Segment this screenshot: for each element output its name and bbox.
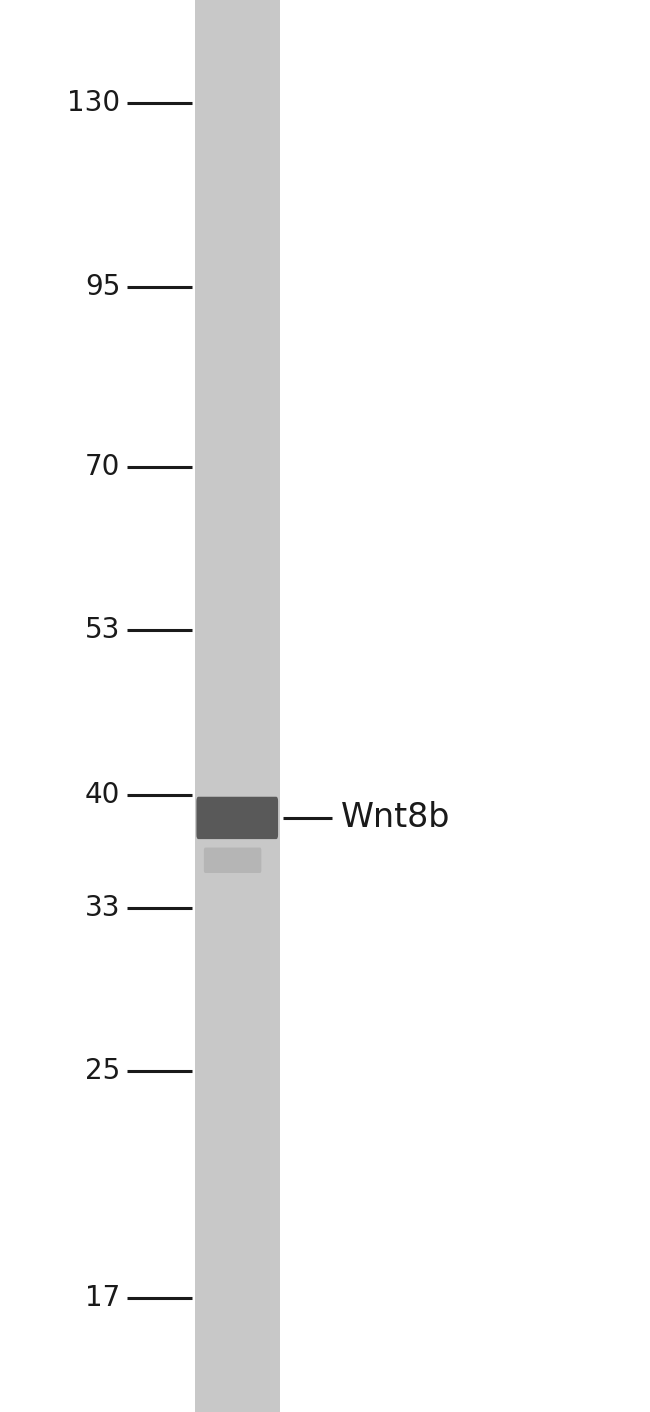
Text: 95: 95	[85, 274, 120, 302]
Text: 25: 25	[85, 1058, 120, 1086]
Text: 70: 70	[85, 453, 120, 481]
FancyBboxPatch shape	[204, 847, 261, 873]
Text: 33: 33	[84, 894, 120, 922]
Text: 40: 40	[85, 781, 120, 809]
Text: 17: 17	[85, 1284, 120, 1312]
Text: 130: 130	[67, 89, 120, 117]
FancyBboxPatch shape	[196, 796, 278, 839]
Bar	[195, 0, 280, 1412]
Text: 53: 53	[85, 616, 120, 644]
Text: Wnt8b: Wnt8b	[341, 802, 450, 834]
